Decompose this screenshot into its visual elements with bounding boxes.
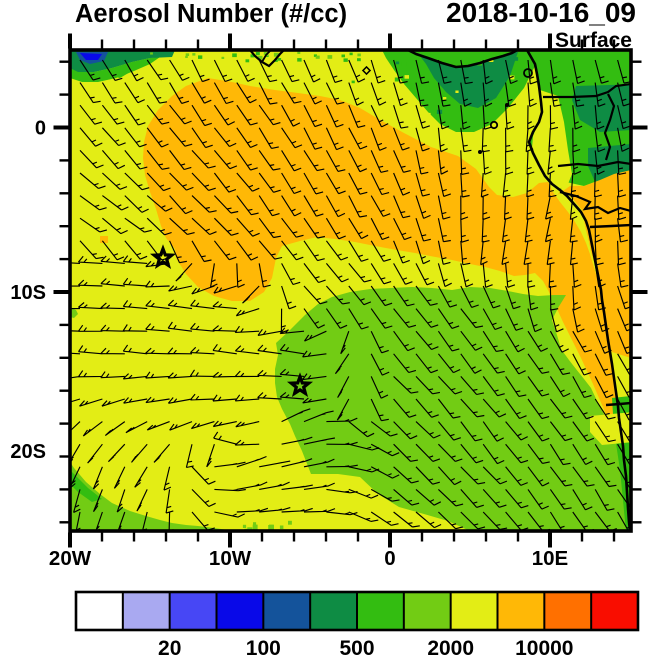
svg-text:10E: 10E <box>532 547 568 570</box>
svg-text:0: 0 <box>384 547 395 570</box>
svg-text:Surface: Surface <box>555 29 632 52</box>
svg-text:10S: 10S <box>10 282 46 304</box>
svg-text:0: 0 <box>35 118 46 140</box>
svg-text:500: 500 <box>339 637 374 660</box>
svg-text:2018-10-16_09: 2018-10-16_09 <box>446 0 636 28</box>
svg-text:20: 20 <box>158 637 181 660</box>
svg-text:100: 100 <box>246 637 281 660</box>
svg-text:20W: 20W <box>49 547 92 570</box>
svg-text:10W: 10W <box>209 547 252 570</box>
svg-text:10000: 10000 <box>515 637 573 660</box>
svg-text:Aerosol Number (#/cc): Aerosol Number (#/cc) <box>75 0 347 28</box>
svg-text:2000: 2000 <box>427 637 474 660</box>
svg-text:20S: 20S <box>10 441 46 463</box>
